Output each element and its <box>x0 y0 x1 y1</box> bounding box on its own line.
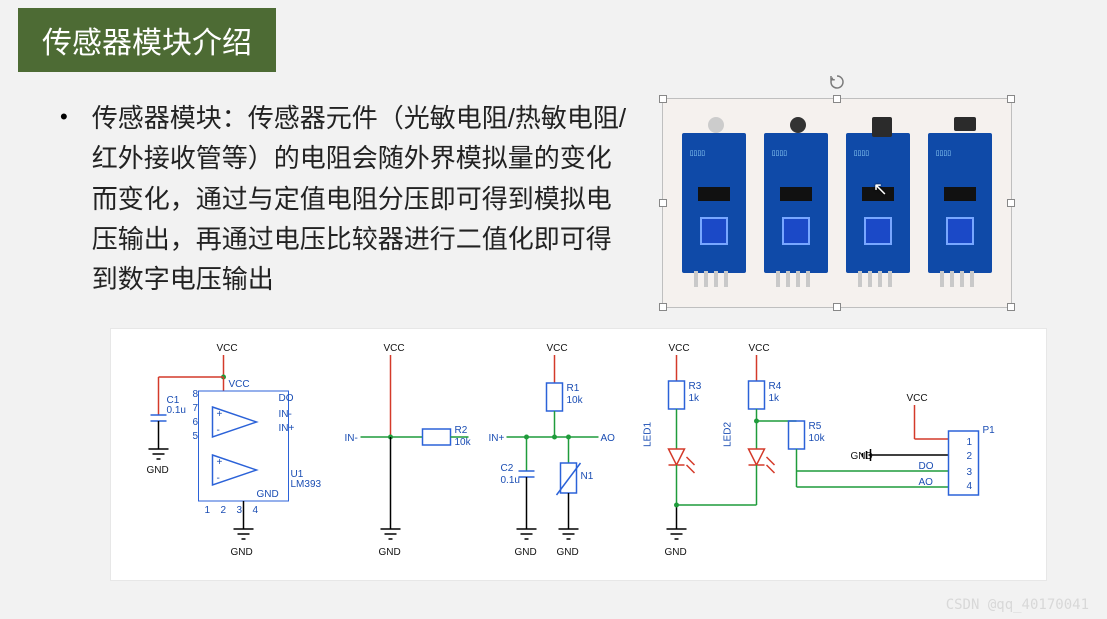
page-title: 传感器模块介绍 <box>18 8 276 72</box>
svg-text:GND: GND <box>231 547 253 558</box>
svg-text:VCC: VCC <box>907 393 928 404</box>
pcb-module-icon: ▯▯▯▯ <box>928 133 992 273</box>
schematic-diagram: VCC 0.1u C1 GND U1 LM393 +- +- 87 65 12 … <box>110 328 1047 581</box>
svg-text:10k: 10k <box>455 437 472 448</box>
svg-text:DO: DO <box>279 393 294 404</box>
svg-text:GND: GND <box>557 547 579 558</box>
svg-text:0.1u: 0.1u <box>167 405 186 416</box>
svg-text:GND: GND <box>147 465 169 476</box>
svg-text:10k: 10k <box>567 395 584 406</box>
resize-handle-icon[interactable] <box>1007 303 1015 311</box>
svg-text:GND: GND <box>851 451 873 462</box>
resize-handle-icon[interactable] <box>659 303 667 311</box>
svg-text:4: 4 <box>253 505 259 516</box>
resize-handle-icon[interactable] <box>833 303 841 311</box>
svg-text:IN-: IN- <box>279 409 292 420</box>
svg-text:+: + <box>217 409 223 420</box>
svg-text:VCC: VCC <box>384 343 405 354</box>
svg-text:0.1u: 0.1u <box>501 475 520 486</box>
svg-text:1: 1 <box>205 505 211 516</box>
svg-text:3: 3 <box>237 505 243 516</box>
resize-handle-icon[interactable] <box>1007 199 1015 207</box>
svg-text:P1: P1 <box>983 425 996 436</box>
svg-text:+: + <box>217 457 223 468</box>
pcb-module-icon: ▯▯▯▯ <box>846 133 910 273</box>
svg-text:AO: AO <box>919 477 934 488</box>
svg-text:4: 4 <box>967 481 973 492</box>
svg-text:10k: 10k <box>809 433 826 444</box>
resize-handle-icon[interactable] <box>659 95 667 103</box>
resize-handle-icon[interactable] <box>833 95 841 103</box>
svg-text:GND: GND <box>515 547 537 558</box>
cursor-icon: ↖ <box>873 179 888 200</box>
resize-handle-icon[interactable] <box>659 199 667 207</box>
svg-text:2: 2 <box>221 505 227 516</box>
bullet-text: 传感器模块：传感器元件（光敏电阻/热敏电阻/红外接收管等）的电阻会随外界模拟量的… <box>92 98 632 299</box>
svg-text:3: 3 <box>967 467 973 478</box>
svg-text:R3: R3 <box>689 381 702 392</box>
svg-text:-: - <box>217 473 220 484</box>
svg-text:C1: C1 <box>167 395 180 406</box>
svg-text:R2: R2 <box>455 425 468 436</box>
svg-text:7: 7 <box>193 403 199 414</box>
svg-text:R4: R4 <box>769 381 782 392</box>
svg-text:C2: C2 <box>501 463 514 474</box>
svg-text:IN-: IN- <box>345 433 358 444</box>
svg-text:R5: R5 <box>809 421 822 432</box>
content-row-1: • 传感器模块：传感器元件（光敏电阻/热敏电阻/红外接收管等）的电阻会随外界模拟… <box>0 72 1107 312</box>
svg-text:DO: DO <box>919 461 934 472</box>
rotate-handle-icon[interactable] <box>828 73 846 91</box>
svg-text:VCC: VCC <box>547 343 568 354</box>
svg-text:-: - <box>217 425 220 436</box>
svg-text:AO: AO <box>601 433 616 444</box>
svg-text:N1: N1 <box>581 471 594 482</box>
svg-text:LED1: LED1 <box>643 422 654 447</box>
resize-handle-icon[interactable] <box>1007 95 1015 103</box>
svg-text:1k: 1k <box>769 393 781 404</box>
svg-text:LM393: LM393 <box>291 479 322 490</box>
pcb-module-icon: ▯▯▯▯ <box>682 133 746 273</box>
svg-text:1k: 1k <box>689 393 701 404</box>
svg-text:IN+: IN+ <box>279 423 295 434</box>
svg-text:2: 2 <box>967 451 973 462</box>
svg-text:VCC: VCC <box>749 343 770 354</box>
svg-text:6: 6 <box>193 417 199 428</box>
schematic-svg: VCC 0.1u C1 GND U1 LM393 +- +- 87 65 12 … <box>117 337 1040 567</box>
svg-text:GND: GND <box>379 547 401 558</box>
svg-text:IN+: IN+ <box>489 433 505 444</box>
watermark-text: CSDN @qq_40170041 <box>946 597 1089 613</box>
bullet-dot-icon: • <box>60 104 68 130</box>
pcb-module-icon: ▯▯▯▯ <box>764 133 828 273</box>
svg-text:GND: GND <box>665 547 687 558</box>
bullet-item: • 传感器模块：传感器元件（光敏电阻/热敏电阻/红外接收管等）的电阻会随外界模拟… <box>60 98 632 299</box>
svg-text:GND: GND <box>257 489 279 500</box>
sensor-photo-selected[interactable]: ▯▯▯▯ ▯▯▯▯ ▯▯▯▯ ▯▯▯▯ ↖ <box>662 98 1012 308</box>
svg-text:VCC: VCC <box>217 343 238 354</box>
svg-text:R1: R1 <box>567 383 580 394</box>
svg-text:8: 8 <box>193 389 199 400</box>
svg-text:VCC: VCC <box>229 379 250 390</box>
svg-text:5: 5 <box>193 431 199 442</box>
svg-text:1: 1 <box>967 437 973 448</box>
svg-text:LED2: LED2 <box>723 422 734 447</box>
svg-text:VCC: VCC <box>669 343 690 354</box>
